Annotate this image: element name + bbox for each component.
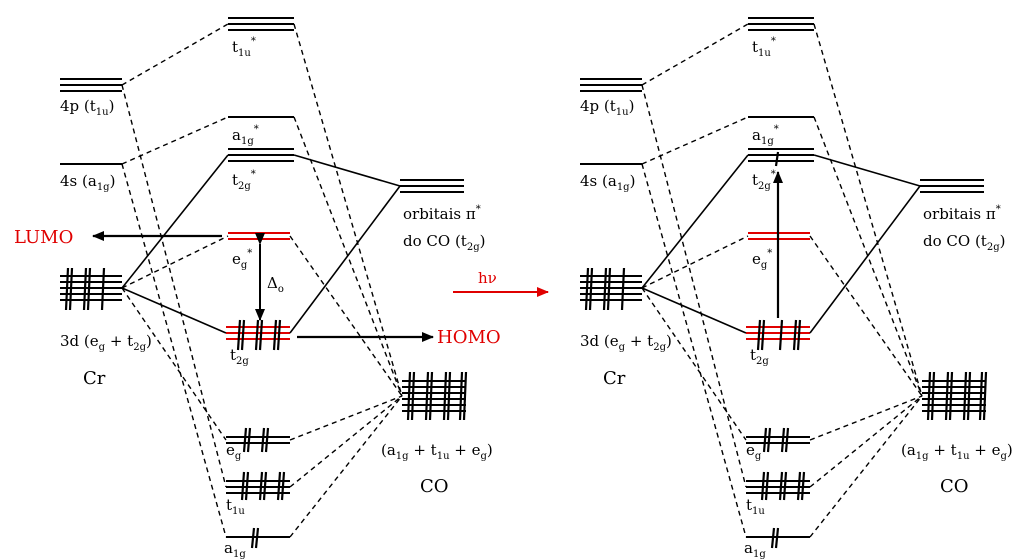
metal-3d-label: 3d (eg + t2g) bbox=[580, 332, 672, 353]
ligand-pi-star-label-2: do CO (t2g) bbox=[403, 232, 485, 253]
metal-4s-label: 4s (a1g) bbox=[580, 172, 635, 193]
mo-t2g-star-label: t2g* bbox=[232, 169, 256, 192]
mo-t1u-star-level bbox=[748, 17, 814, 31]
ligand-pi-star-label-2: do CO (t2g) bbox=[923, 232, 1005, 253]
metal-3d-label: 3d (eg + t2g) bbox=[60, 332, 152, 353]
correlation-lines-left bbox=[121, 23, 403, 538]
mo-a1g-star-label: a1g* bbox=[752, 124, 779, 147]
homo-label: HOMO bbox=[437, 327, 501, 348]
mo-t1u-electrons bbox=[760, 471, 806, 501]
mo-a1g-label: a1g bbox=[744, 539, 766, 559]
metal-4p-label: 4p (t1u) bbox=[60, 97, 114, 118]
metal-name: Cr bbox=[603, 368, 626, 389]
mo-eg-star-label: eg* bbox=[752, 248, 772, 271]
metal-4p-level bbox=[580, 78, 642, 92]
mo-eg-star-label: eg* bbox=[232, 248, 252, 271]
mo-t2g-label: t2g bbox=[750, 346, 769, 367]
metal-3d-level bbox=[60, 275, 122, 301]
correlation-lines-right bbox=[641, 23, 923, 538]
metal-3d-electrons bbox=[584, 267, 626, 311]
delta-label: Δo bbox=[267, 274, 284, 295]
mo-eg-star-level bbox=[228, 232, 290, 240]
mo-t2g-star-label: t2g* bbox=[752, 169, 776, 192]
mo-a1g-label: a1g bbox=[224, 539, 246, 559]
metal-3d-level bbox=[580, 275, 642, 301]
mo-a1g-electrons bbox=[770, 527, 780, 549]
mo-t2g-electrons bbox=[756, 319, 802, 351]
ligand-sigma-label: (a1g + t1u + eg) bbox=[901, 441, 1013, 462]
mo-t2g-star-level bbox=[228, 148, 294, 162]
mo-t1u-level bbox=[746, 480, 810, 494]
mo-eg-electrons bbox=[762, 427, 790, 453]
mo-t2g-electrons bbox=[236, 319, 282, 351]
photon-label: hν bbox=[478, 269, 497, 287]
metal-name: Cr bbox=[83, 368, 106, 389]
mo-t1u-star-label: t1u* bbox=[752, 36, 776, 59]
ligand-sigma-label: (a1g + t1u + eg) bbox=[381, 441, 493, 462]
ligand-pi-star-level bbox=[400, 179, 464, 193]
mo-t2g-star-level bbox=[748, 148, 814, 162]
mo-a1g-star-label: a1g* bbox=[232, 124, 259, 147]
lumo-label: LUMO bbox=[14, 227, 73, 248]
left-panel: 4p (t1u) 4s (a1g) 3d (eg + t2g) Cr t1u* bbox=[14, 17, 501, 559]
mo-eg-label: eg bbox=[226, 441, 242, 462]
ligand-name: CO bbox=[940, 476, 969, 497]
mo-t1u-electrons bbox=[240, 471, 286, 501]
mo-t2g-label: t2g bbox=[230, 346, 249, 367]
mo-a1g-electrons bbox=[250, 527, 260, 549]
ligand-pi-star-label: orbitais π* bbox=[403, 204, 481, 223]
ligand-name: CO bbox=[420, 476, 449, 497]
mo-t1u-level bbox=[226, 480, 290, 494]
ligand-pi-star-label: orbitais π* bbox=[923, 204, 1001, 223]
mo-t1u-star-label: t1u* bbox=[232, 36, 256, 59]
mo-t1u-label: t1u bbox=[746, 496, 765, 517]
ligand-sigma-electrons bbox=[926, 371, 988, 421]
right-panel: 4p (t1u) 4s (a1g) 3d (eg + t2g) Cr t1u* … bbox=[580, 17, 1013, 559]
metal-4s-label: 4s (a1g) bbox=[60, 172, 115, 193]
ligand-sigma-electrons bbox=[406, 371, 468, 421]
metal-4p-label: 4p (t1u) bbox=[580, 97, 634, 118]
metal-4p-level bbox=[60, 78, 122, 92]
photon-arrow-group: hν bbox=[453, 269, 549, 297]
mo-t2g-star-electrons bbox=[774, 151, 780, 167]
mo-t1u-label: t1u bbox=[226, 496, 245, 517]
mo-eg-electrons bbox=[242, 427, 270, 453]
mo-eg-label: eg bbox=[746, 441, 762, 462]
ligand-pi-star-level bbox=[920, 179, 984, 193]
mo-t1u-star-level bbox=[228, 17, 294, 31]
metal-3d-electrons bbox=[64, 267, 106, 311]
